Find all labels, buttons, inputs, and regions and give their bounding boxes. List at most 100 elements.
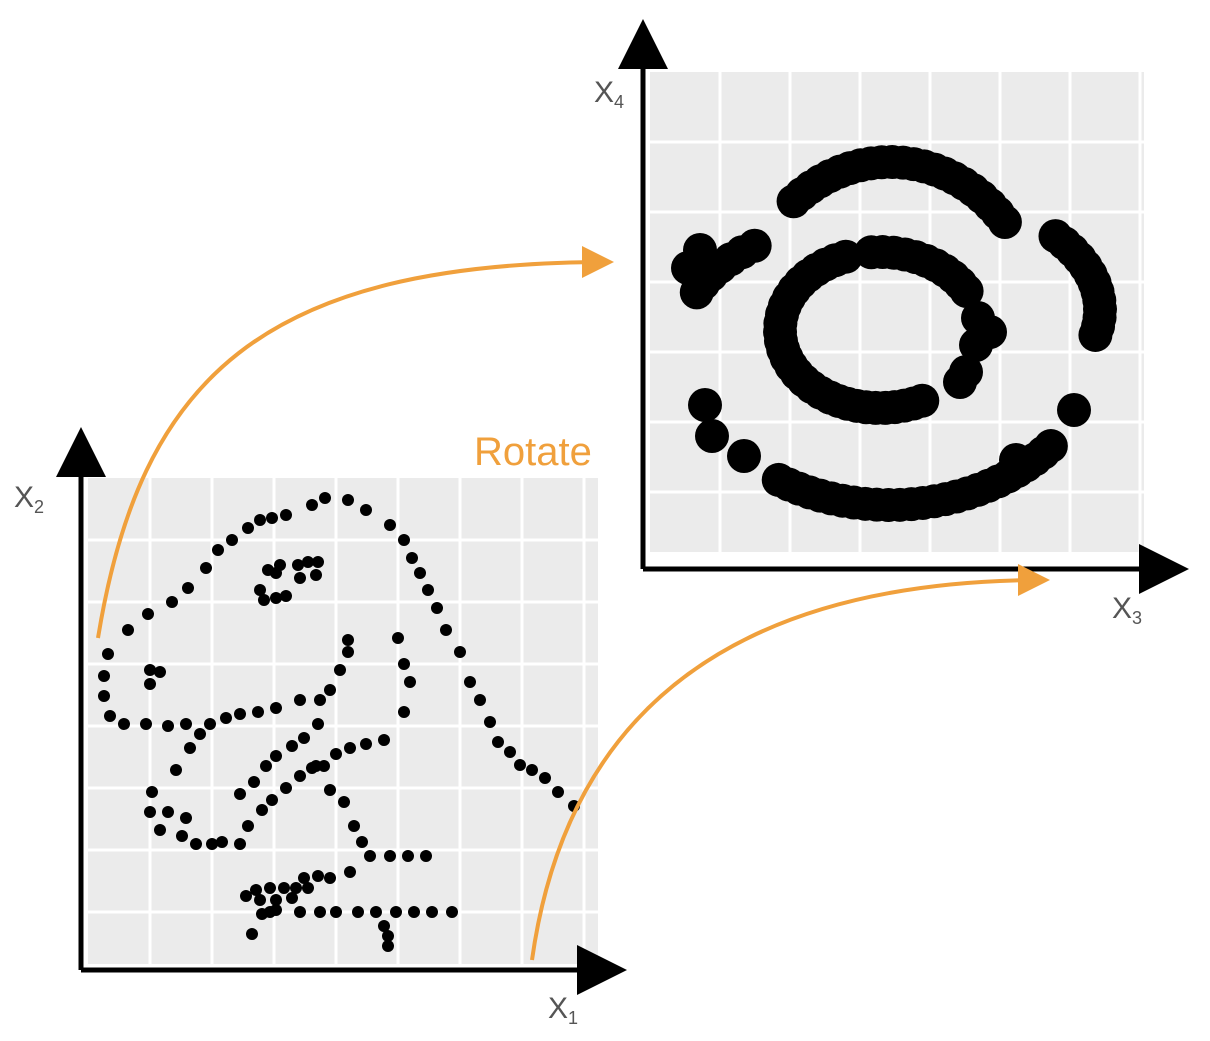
dinosaur-point — [414, 567, 426, 579]
dinosaur-point — [539, 772, 551, 784]
dinosaur-point — [290, 882, 302, 894]
dinosaur-point — [324, 872, 336, 884]
dinosaur-point — [431, 602, 443, 614]
dinosaur-point — [270, 894, 282, 906]
circle-point — [999, 443, 1033, 477]
dinosaur-point — [254, 514, 266, 526]
dinosaur-point — [294, 572, 306, 584]
dinosaur-point — [246, 928, 258, 940]
dinosaur-point — [254, 584, 266, 596]
dinosaur-point — [102, 648, 114, 660]
dinosaur-point — [254, 894, 266, 906]
dinosaur-point — [182, 582, 194, 594]
dinosaur-point — [270, 750, 282, 762]
dinosaur-point — [292, 559, 304, 571]
dinosaur-point — [144, 806, 156, 818]
dinosaur-point — [390, 906, 402, 918]
circle-point — [727, 439, 761, 473]
dinosaur-point — [404, 676, 416, 688]
dinosaur-point — [370, 906, 382, 918]
dinosaur-point — [474, 694, 486, 706]
dinosaur-point — [398, 534, 410, 546]
dinosaur-point — [144, 678, 156, 690]
dinosaur-point — [270, 567, 282, 579]
dinosaur-point — [250, 884, 262, 896]
dinosaur-point — [342, 634, 354, 646]
dinosaur-point — [334, 664, 346, 676]
dinosaur-point — [440, 624, 452, 636]
dinosaur-point — [298, 732, 310, 744]
dinosaur-point — [258, 594, 270, 606]
dinosaur-point — [342, 646, 354, 658]
dinosaur-point — [392, 632, 404, 644]
dinosaur-point — [310, 569, 322, 581]
dinosaur-point — [398, 658, 410, 670]
dinosaur-point — [446, 906, 458, 918]
dinosaur-point — [98, 690, 110, 702]
dinosaur-point — [252, 706, 264, 718]
upper-rotate-arrow-icon — [96, 246, 614, 639]
dinosaur-point — [170, 764, 182, 776]
dinosaur-point — [212, 544, 224, 556]
dinosaur-point — [426, 906, 438, 918]
dinosaur-point — [382, 940, 394, 952]
dinosaur-point — [314, 694, 326, 706]
dinosaur-point — [184, 742, 196, 754]
dinosaur-point — [226, 534, 238, 546]
dinosaur-point — [398, 706, 410, 718]
dinosaur-point — [234, 788, 246, 800]
dinosaur-point — [144, 664, 156, 676]
dinosaur-point — [484, 716, 496, 728]
dinosaur-points — [98, 492, 580, 952]
dinosaur-point — [382, 930, 394, 942]
circle-point — [1033, 429, 1068, 464]
dinosaur-point — [176, 830, 188, 842]
dinosaur-point — [162, 806, 174, 818]
dinosaur-point — [464, 676, 476, 688]
dinosaur-point — [384, 519, 396, 531]
dinosaur-point — [312, 556, 324, 568]
x4-axis-label: X4 — [594, 76, 624, 112]
original-panel: X2 X1 — [14, 427, 627, 1028]
dinosaur-point — [146, 786, 158, 798]
dinosaur-point — [360, 738, 372, 750]
dinosaur-point — [422, 584, 434, 596]
x1-axis-label: X1 — [548, 992, 578, 1028]
dinosaur-point — [344, 866, 356, 878]
dinosaur-point — [402, 850, 414, 862]
dinosaur-point — [348, 820, 360, 832]
dinosaur-point — [140, 718, 152, 730]
dinosaur-point — [324, 784, 336, 796]
dinosaur-point — [204, 718, 216, 730]
dinosaur-point — [356, 836, 368, 848]
dinosaur-point — [240, 890, 252, 902]
dinosaur-point — [260, 760, 272, 772]
dinosaur-point — [122, 624, 134, 636]
circle-point — [987, 205, 1022, 240]
dinosaur-point — [302, 882, 314, 894]
dinosaur-point — [364, 850, 376, 862]
dinosaur-point — [330, 906, 342, 918]
dinosaur-point — [266, 794, 278, 806]
dinosaur-point — [492, 736, 504, 748]
dinosaur-point — [220, 712, 232, 724]
dinosaur-point — [314, 906, 326, 918]
dinosaur-point — [104, 710, 116, 722]
circle-point — [905, 383, 940, 418]
circle-point — [695, 419, 729, 453]
dinosaur-point — [298, 872, 310, 884]
dinosaur-point — [408, 906, 420, 918]
dinosaur-point — [206, 838, 218, 850]
dinosaur-point — [378, 734, 390, 746]
circle-point — [959, 328, 993, 362]
circle-point — [1078, 317, 1113, 352]
dinosaur-point — [324, 684, 336, 696]
circle-point — [949, 274, 984, 308]
dinosaur-point — [142, 608, 154, 620]
dinosaur-point — [286, 892, 298, 904]
dinosaur-point — [352, 906, 364, 918]
dinosaur-point — [514, 759, 526, 771]
dinosaur-point — [280, 509, 292, 521]
dinosaur-point — [280, 782, 292, 794]
